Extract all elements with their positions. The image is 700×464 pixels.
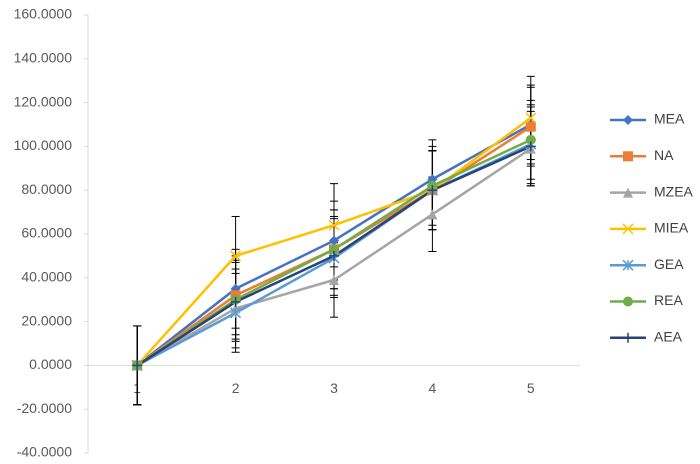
marker [230, 296, 241, 307]
legend-label: MEA [654, 111, 685, 127]
marker [623, 187, 633, 198]
marker [525, 121, 536, 132]
marker [525, 112, 537, 124]
y-tick-label: -40.0000 [17, 444, 72, 460]
legend-label: AEA [654, 329, 683, 345]
marker-shape [623, 187, 633, 198]
marker-shape [329, 274, 339, 285]
marker [622, 223, 634, 235]
legend-label: GEA [654, 256, 684, 272]
marker-shape [623, 296, 633, 307]
marker [329, 274, 339, 285]
legend-label: MIEA [654, 220, 689, 236]
marker-shape [623, 151, 633, 162]
x-tick-label: 2 [232, 380, 240, 396]
legend-label: REA [654, 292, 683, 308]
marker [329, 250, 339, 261]
marker-shape [623, 115, 633, 125]
x-tick-label: 3 [330, 380, 338, 396]
y-tick-label: 20.0000 [21, 312, 72, 328]
marker-shape [329, 244, 339, 255]
legend-label: MZEA [654, 183, 694, 199]
marker-shape [525, 121, 536, 132]
y-tick-label: -20.0000 [17, 400, 72, 416]
marker [623, 332, 633, 343]
marker-stroke [525, 112, 537, 124]
marker [622, 259, 634, 271]
marker [230, 250, 242, 262]
marker-stroke [230, 250, 242, 262]
y-tick-label: 40.0000 [21, 269, 72, 285]
marker [623, 115, 633, 125]
marker [623, 151, 633, 162]
marker [132, 360, 143, 371]
marker-stroke [622, 223, 634, 235]
marker [623, 296, 633, 307]
marker [328, 219, 340, 231]
marker-shape [427, 209, 438, 220]
marker [329, 235, 339, 246]
marker-shape [329, 235, 339, 246]
marker-stroke [328, 219, 340, 231]
marker [427, 185, 438, 196]
y-tick-label: 100.0000 [14, 137, 73, 153]
marker [329, 244, 339, 255]
marker [427, 209, 438, 220]
y-tick-label: 160.0000 [14, 6, 73, 22]
y-tick-label: 0.0000 [29, 356, 72, 372]
marker [230, 307, 242, 319]
x-tick-label: 5 [527, 380, 535, 396]
y-tick-label: 140.0000 [14, 50, 73, 66]
x-tick-label: 4 [429, 380, 437, 396]
y-tick-label: 80.0000 [21, 181, 72, 197]
y-tick-label: 60.0000 [21, 225, 72, 241]
marker [525, 141, 536, 152]
marker [525, 134, 536, 145]
marker-shape [525, 134, 536, 145]
y-tick-label: 120.0000 [14, 93, 73, 109]
legend-label: NA [654, 147, 674, 163]
